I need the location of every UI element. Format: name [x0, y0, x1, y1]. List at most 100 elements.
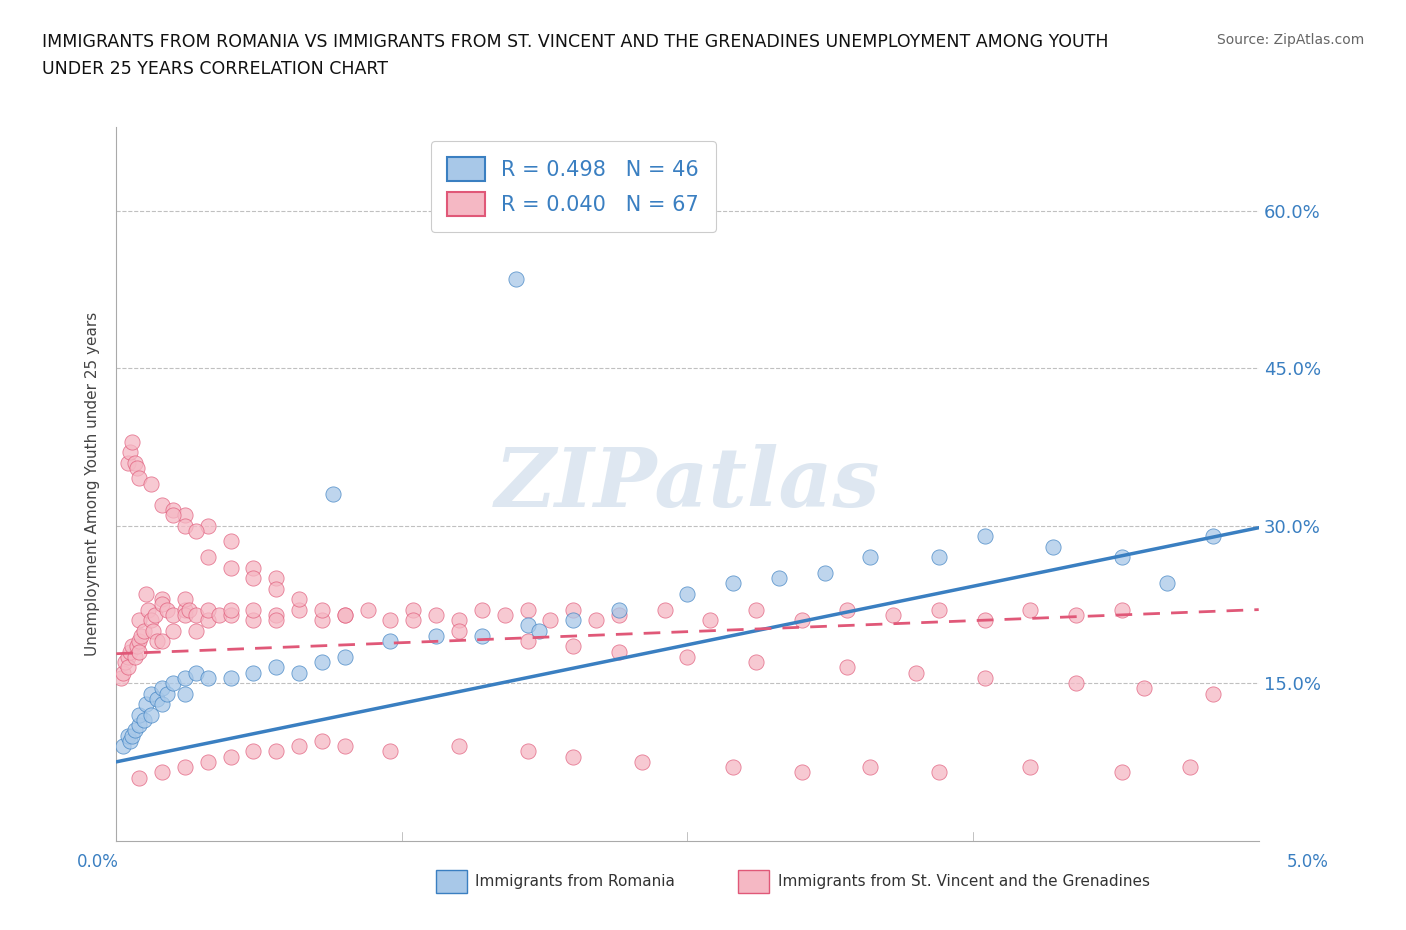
Point [208, 607, 231, 622]
Point [162, 508, 184, 523]
Point [538, 613, 561, 628]
Point [173, 760, 195, 775]
Point [128, 471, 150, 485]
Point [654, 602, 676, 617]
Point [150, 681, 173, 696]
Point [928, 550, 950, 565]
Point [173, 591, 195, 606]
Point [745, 655, 768, 670]
Point [333, 607, 356, 622]
Point [197, 518, 219, 533]
Point [128, 633, 150, 648]
Text: Source: ZipAtlas.com: Source: ZipAtlas.com [1216, 33, 1364, 46]
Point [112, 738, 135, 753]
Point [179, 602, 201, 617]
Point [333, 649, 356, 664]
Point [124, 649, 146, 664]
Point [162, 502, 184, 517]
Point [186, 665, 208, 680]
Point [162, 623, 184, 638]
Point [505, 272, 527, 286]
Point [128, 770, 150, 785]
Point [288, 591, 311, 606]
Point [118, 445, 141, 459]
Point [721, 760, 744, 775]
Point [173, 607, 195, 622]
Point [131, 629, 153, 644]
Point [150, 697, 173, 711]
Point [219, 750, 242, 764]
Point [882, 607, 904, 622]
Point [139, 707, 162, 722]
Point [186, 607, 208, 622]
Point [142, 623, 165, 638]
Point [527, 623, 550, 638]
Point [150, 633, 173, 648]
Point [264, 581, 287, 596]
Point [288, 602, 311, 617]
Point [264, 613, 287, 628]
Point [973, 528, 995, 543]
Point [197, 613, 219, 628]
Point [1042, 539, 1064, 554]
Text: ZIPatlas: ZIPatlas [495, 444, 880, 524]
Point [562, 750, 585, 764]
Point [813, 565, 835, 580]
Point [928, 764, 950, 779]
Point [173, 518, 195, 533]
Point [264, 660, 287, 675]
Point [155, 602, 177, 617]
Point [471, 629, 494, 644]
Point [118, 734, 141, 749]
Point [128, 613, 150, 628]
Text: Immigrants from Romania: Immigrants from Romania [475, 874, 675, 889]
Point [1019, 760, 1042, 775]
Point [150, 764, 173, 779]
Point [1019, 602, 1042, 617]
Point [136, 602, 159, 617]
Text: 5.0%: 5.0% [1286, 853, 1329, 870]
Point [121, 728, 143, 743]
Point [859, 760, 882, 775]
Point [904, 665, 927, 680]
Text: IMMIGRANTS FROM ROMANIA VS IMMIGRANTS FROM ST. VINCENT AND THE GRENADINES UNEMPL: IMMIGRANTS FROM ROMANIA VS IMMIGRANTS FR… [42, 33, 1109, 50]
Point [219, 602, 242, 617]
Point [699, 613, 721, 628]
Point [311, 655, 333, 670]
Point [721, 576, 744, 591]
Point [676, 649, 699, 664]
Point [242, 571, 264, 586]
Point [1111, 550, 1133, 565]
Point [128, 644, 150, 659]
Point [768, 571, 790, 586]
Point [197, 550, 219, 565]
Point [173, 671, 195, 685]
Point [1064, 607, 1087, 622]
Point [173, 602, 195, 617]
Point [112, 665, 135, 680]
Point [124, 723, 146, 737]
Point [425, 629, 447, 644]
Point [146, 633, 169, 648]
Point [494, 607, 516, 622]
Point [1133, 681, 1156, 696]
Point [264, 744, 287, 759]
Point [197, 671, 219, 685]
Point [447, 613, 470, 628]
Point [380, 744, 402, 759]
Point [242, 665, 264, 680]
Point [380, 613, 402, 628]
Point [973, 613, 995, 628]
Point [242, 744, 264, 759]
Point [128, 707, 150, 722]
Point [402, 602, 425, 617]
Point [117, 649, 139, 664]
Point [150, 597, 173, 612]
Point [1156, 576, 1178, 591]
Point [447, 623, 470, 638]
Point [139, 476, 162, 491]
Point [1064, 676, 1087, 691]
Point [402, 613, 425, 628]
Point [928, 602, 950, 617]
Point [562, 602, 585, 617]
